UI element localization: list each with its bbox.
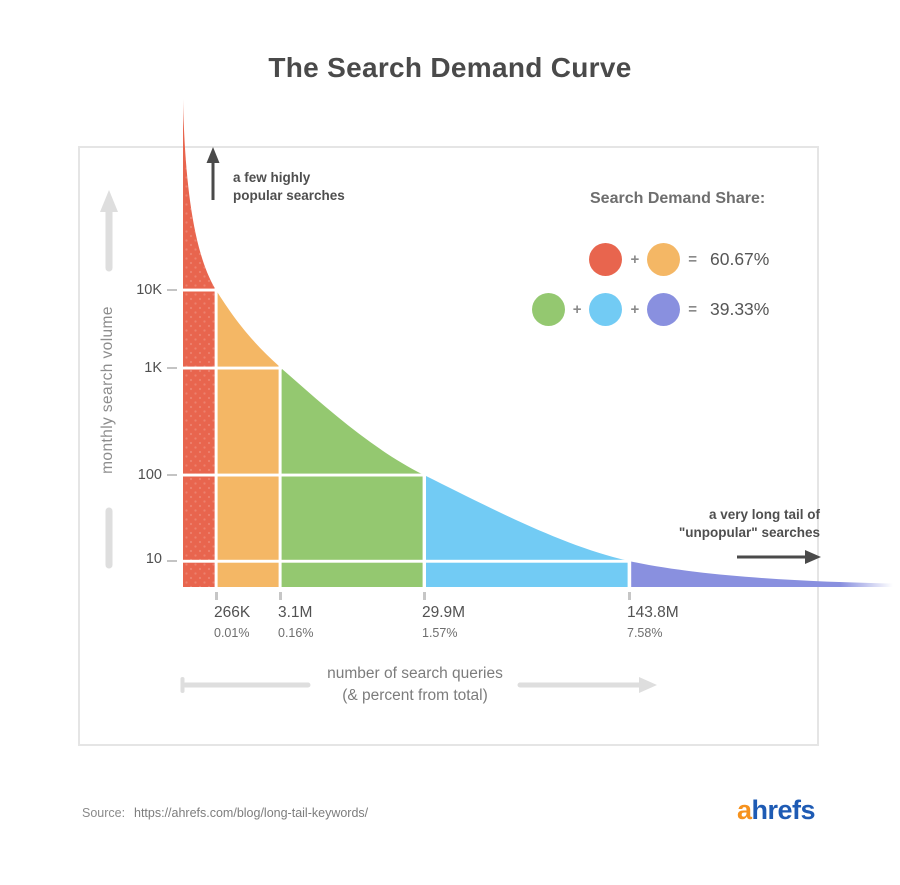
plus-sign: +: [572, 301, 582, 318]
y-tick-mark: [167, 366, 177, 369]
chart-panel-frame: [78, 146, 819, 746]
x-tick-mark: [215, 592, 218, 600]
y-tick-10: 10: [145, 551, 162, 567]
x-tick-value: 29.9M: [422, 604, 466, 621]
x-axis-title: number of search queries (& percent from…: [300, 663, 530, 707]
x-tick-percent: 1.57%: [422, 626, 458, 640]
source-label: Source:: [82, 806, 126, 820]
x-tick-29-9m: 29.9M 1.57%: [422, 604, 465, 640]
x-tick-value: 266K: [214, 604, 251, 621]
x-tick-value: 143.8M: [627, 604, 679, 621]
legend-row-head: + = 60.67%: [589, 243, 776, 276]
purple-dot-icon: [647, 293, 681, 326]
ahrefs-logo: ahrefs: [737, 795, 816, 826]
share-value-tail: 39.33%: [710, 299, 770, 319]
x-tick-percent: 0.01%: [214, 626, 250, 640]
x-tick-mark: [279, 592, 282, 600]
share-value-head: 60.67%: [710, 249, 770, 269]
legend-title: Search Demand Share:: [590, 190, 766, 207]
y-tick-10k: 10K: [136, 282, 162, 298]
y-tick-mark: [167, 473, 177, 476]
plus-sign: +: [630, 301, 640, 318]
x-tick-143-8m: 143.8M 7.58%: [627, 604, 679, 640]
annotation-long-tail: a very long tail of "unpopular" searches: [679, 506, 820, 541]
annotation-line: "unpopular" searches: [678, 524, 820, 540]
ahrefs-logo-a: a: [737, 795, 752, 825]
x-tick-value: 3.1M: [278, 604, 313, 621]
ahrefs-logo-hrefs: hrefs: [751, 795, 816, 825]
source-row: Source: https://ahrefs.com/blog/long-tai…: [82, 806, 368, 820]
x-tick-mark: [423, 592, 426, 600]
equals-sign: =: [688, 251, 697, 268]
red-dot-icon: [589, 243, 623, 276]
annotation-line: a very long tail of: [708, 507, 820, 522]
x-tick-3-1m: 3.1M 0.16%: [278, 604, 313, 640]
y-tick-mark: [167, 559, 177, 562]
orange-dot-icon: [647, 243, 681, 276]
y-axis-title: monthly search volume: [99, 306, 116, 474]
chart-title: The Search Demand Curve: [268, 52, 632, 83]
source-url: https://ahrefs.com/blog/long-tail-keywor…: [134, 806, 369, 820]
equals-sign: =: [688, 301, 697, 318]
annotation-line: a few highly: [233, 170, 311, 185]
x-tick-266k: 266K 0.01%: [214, 604, 250, 640]
y-tick-100: 100: [137, 467, 162, 483]
plus-sign: +: [630, 251, 640, 268]
x-tick-mark: [628, 592, 631, 600]
x-axis-title-line: number of search queries: [327, 665, 503, 682]
green-dot-icon: [531, 293, 565, 326]
annotation-popular-searches: a few highly popular searches: [233, 169, 345, 204]
x-tick-percent: 0.16%: [278, 626, 314, 640]
x-axis-title-line: (& percent from total): [342, 687, 488, 704]
blue-dot-icon: [589, 293, 623, 326]
y-tick-mark: [167, 288, 177, 291]
y-tick-1k: 1K: [144, 360, 162, 376]
x-tick-percent: 7.58%: [627, 626, 663, 640]
annotation-line: popular searches: [233, 187, 345, 203]
legend-row-tail: + + = 39.33%: [531, 293, 776, 326]
